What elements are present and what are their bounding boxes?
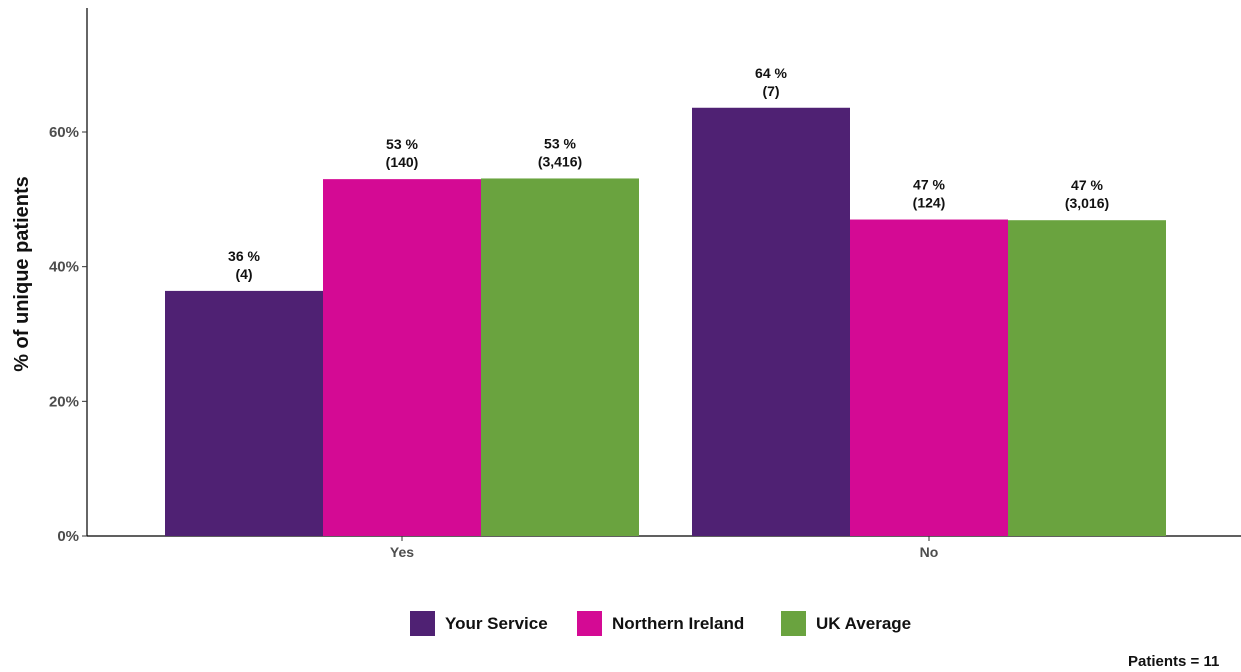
y-tick-label: 40%	[49, 259, 79, 276]
x-tick-label: No	[920, 544, 939, 560]
y-tick-label: 20%	[49, 393, 79, 410]
x-tick-label: Yes	[390, 544, 414, 560]
data-label-percent: 47 %	[1071, 177, 1103, 193]
data-labels: 36 % (4) 53 % (140) 53 % (3,416) 64 % (7) 47 % (1…	[228, 65, 1109, 282]
bar	[481, 178, 639, 536]
legend-label: Your Service	[445, 614, 548, 633]
bar	[692, 107, 850, 536]
y-axis-label: % of unique patients	[11, 176, 33, 372]
legend-item: UK Average	[781, 611, 911, 636]
data-label-percent: 36 %	[228, 248, 260, 264]
legend-label: Northern Ireland	[612, 614, 744, 633]
legend-item: Your Service	[410, 611, 548, 636]
data-label-count: (4)	[235, 266, 252, 282]
legend-swatch	[577, 611, 602, 636]
bar	[323, 179, 481, 536]
y-tick-label: 0%	[57, 528, 79, 545]
legend-swatch	[410, 611, 435, 636]
legend-label: UK Average	[816, 614, 911, 633]
data-label-count: (124)	[913, 195, 946, 211]
bars	[165, 107, 1166, 537]
data-label-count: (3,416)	[538, 153, 582, 169]
data-label-percent: 47 %	[913, 177, 945, 193]
legend-swatch	[781, 611, 806, 636]
legend-item: Northern Ireland	[577, 611, 744, 636]
legend: Your Service Northern Ireland UK Average	[410, 611, 911, 636]
data-label-count: (7)	[762, 83, 779, 99]
data-label-count: (3,016)	[1065, 195, 1109, 211]
data-label-percent: 53 %	[386, 136, 418, 152]
data-label-percent: 53 %	[544, 135, 576, 151]
footer-note: Patients = 11	[1128, 653, 1219, 670]
bar	[850, 219, 1008, 537]
data-label-count: (140)	[386, 154, 419, 170]
y-tick-label: 60%	[49, 124, 79, 141]
bar	[1008, 220, 1166, 536]
data-label-percent: 64 %	[755, 65, 787, 81]
bar	[165, 290, 323, 536]
